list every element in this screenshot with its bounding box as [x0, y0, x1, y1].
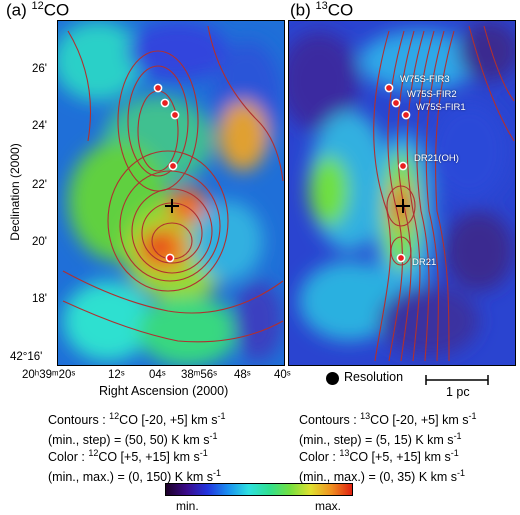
source-label: W75S-FIR2	[407, 89, 457, 100]
dr21oh-cross-marker-a	[165, 199, 179, 213]
y-tick-label: 18'	[32, 293, 47, 305]
source-marker	[398, 158, 408, 176]
panel-b-map	[288, 20, 516, 366]
y-axis-label: Declination (2000)	[8, 143, 22, 241]
dr21oh-cross-marker-b	[396, 199, 410, 213]
y-tick-label: 22'	[32, 179, 47, 191]
colorbar-min-label: min.	[176, 499, 199, 513]
x-tick-label: 04ˢ	[149, 369, 166, 381]
y-tick-label: 24'	[32, 120, 47, 132]
panel-a-contours-caption: Contours : 12CO [-20, +5] km s-1 (min., …	[48, 411, 226, 448]
y-tick-label: 20'	[32, 236, 47, 248]
x-tick-label: 48ˢ	[234, 369, 251, 381]
panel-b-color-caption: Color : 13CO [+5, +15] km s-1 (min., max…	[299, 448, 466, 485]
colorbar-max-label: max.	[315, 499, 342, 513]
x-tick-label: 20ʰ39ᵐ20ˢ	[22, 369, 76, 381]
source-label: DR21	[412, 257, 437, 268]
y-tick-label: 42°16'	[10, 351, 43, 363]
panel-a-contours	[62, 25, 284, 343]
y-tick-label: 26'	[32, 63, 47, 75]
colorbar	[165, 483, 353, 496]
source-marker	[396, 250, 406, 268]
source-label: W75S-FIR1	[416, 102, 466, 113]
x-axis-label: Right Ascension (2000)	[99, 384, 229, 398]
scale-bar-label: 1 pc	[446, 385, 470, 399]
resolution-beam-icon	[326, 372, 339, 385]
source-marker	[153, 80, 163, 98]
source-marker	[160, 95, 170, 113]
panel-b-contours	[373, 25, 515, 362]
panel-b-title: (b) 13CO	[290, 0, 354, 20]
source-marker	[168, 158, 178, 176]
source-marker	[384, 80, 394, 98]
source-label: DR21(OH)	[414, 153, 459, 164]
source-marker	[401, 107, 411, 125]
source-label: W75S-FIR3	[400, 74, 450, 85]
x-tick-label: 38ᵐ56ˢ	[181, 369, 218, 381]
x-tick-label: 12ˢ	[108, 369, 125, 381]
panel-a-title: (a) 12CO	[6, 0, 70, 20]
source-marker	[170, 107, 180, 125]
panel-a-map	[57, 20, 285, 366]
x-tick-label: 40ˢ	[274, 369, 291, 381]
scale-bar	[425, 372, 489, 385]
source-marker	[165, 250, 175, 268]
panel-a-color-caption: Color : 12CO [+5, +15] km s-1 (min., max…	[48, 448, 221, 485]
panel-b-contours-caption: Contours : 13CO [-20, +5] km s-1 (min., …	[299, 411, 477, 448]
source-marker	[391, 95, 401, 113]
resolution-label: Resolution	[344, 370, 404, 384]
